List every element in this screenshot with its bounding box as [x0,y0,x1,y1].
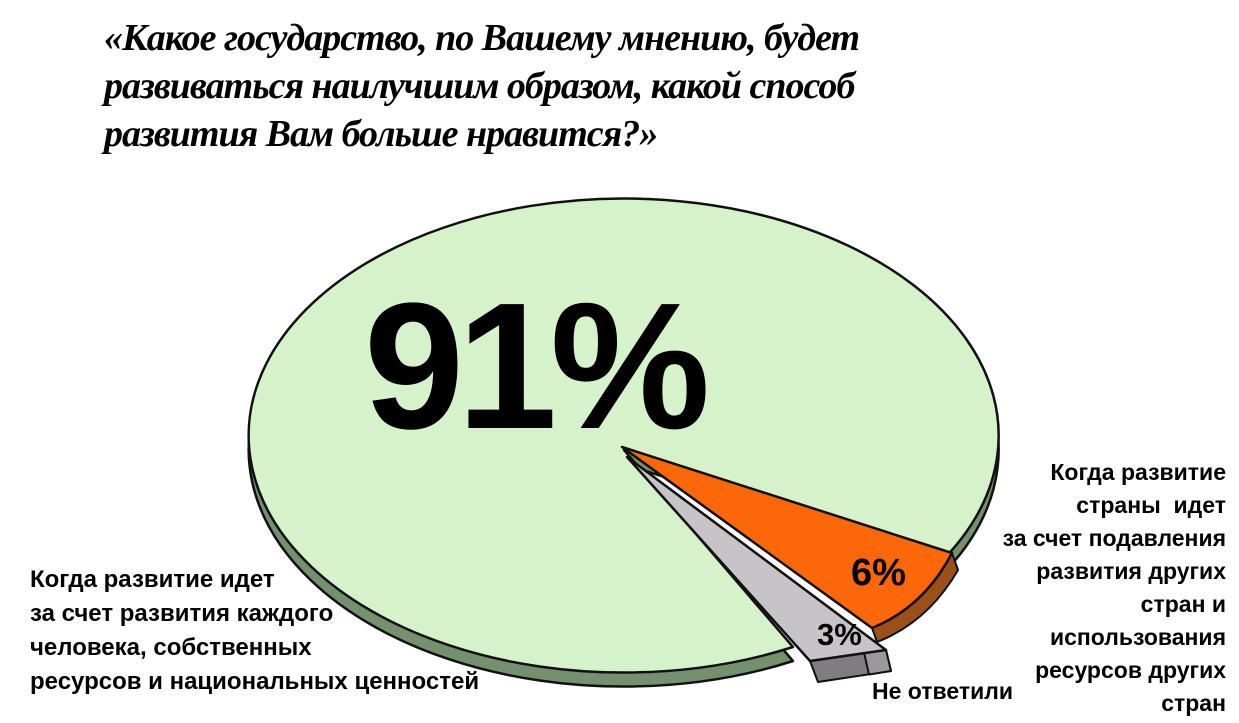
pie-slice-orange [620,445,954,630]
pie-slice-main [247,197,1000,674]
caption-no-answer: Не ответили [872,678,1014,704]
pie-label-91-percent: 91% [364,266,710,467]
pie-label-3-percent: 3% [817,617,862,652]
caption-orange-slice: Когда развитие страны идет за счет подав… [1002,459,1226,716]
slide-title: «Какое государство, по Вашему мнению, бу… [104,17,860,155]
pie-slice-gray [625,455,888,663]
pie-label-6-percent: 6% [851,552,906,594]
caption-main-slice: Когда развитие идет за счет развития каж… [30,566,480,695]
